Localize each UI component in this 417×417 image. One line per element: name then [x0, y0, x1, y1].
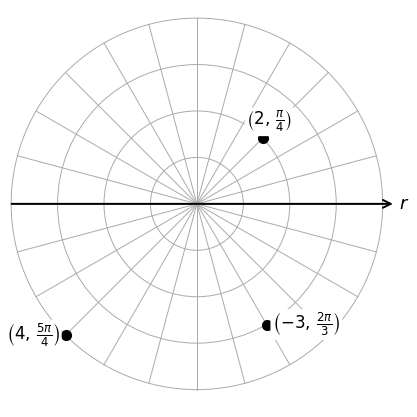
Text: $\left(4,\,\frac{5\pi}{4}\right)$: $\left(4,\,\frac{5\pi}{4}\right)$ — [5, 322, 60, 349]
Text: $\left(2,\,\frac{\pi}{4}\right)$: $\left(2,\,\frac{\pi}{4}\right)$ — [246, 109, 292, 134]
Text: $\left(-3,\,\frac{2\pi}{3}\right)$: $\left(-3,\,\frac{2\pi}{3}\right)$ — [272, 311, 340, 338]
Text: $r$: $r$ — [399, 195, 409, 213]
